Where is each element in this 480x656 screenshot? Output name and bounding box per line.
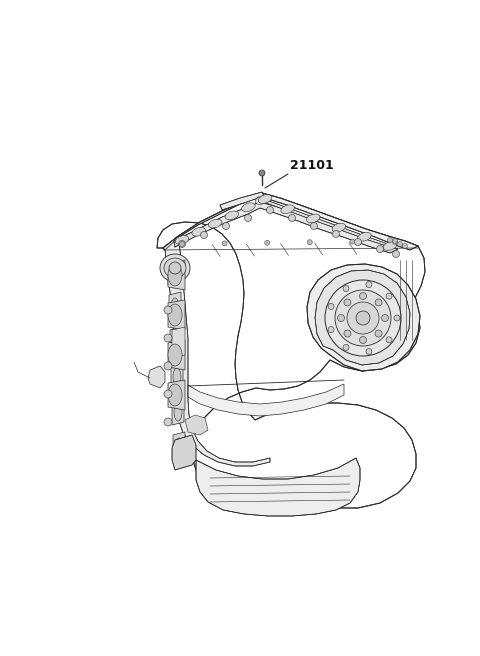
Circle shape xyxy=(335,290,391,346)
Polygon shape xyxy=(163,236,270,466)
Text: 21101: 21101 xyxy=(290,159,334,172)
Circle shape xyxy=(394,315,400,321)
Circle shape xyxy=(337,314,345,321)
Circle shape xyxy=(355,239,361,245)
Ellipse shape xyxy=(255,195,269,205)
Ellipse shape xyxy=(225,211,239,220)
Circle shape xyxy=(387,237,393,243)
Circle shape xyxy=(164,306,172,314)
Circle shape xyxy=(307,239,312,245)
Ellipse shape xyxy=(383,241,397,251)
Circle shape xyxy=(344,299,351,306)
Polygon shape xyxy=(220,192,264,210)
Circle shape xyxy=(180,241,184,247)
Circle shape xyxy=(244,215,252,222)
Circle shape xyxy=(366,281,372,287)
Ellipse shape xyxy=(171,298,179,316)
Circle shape xyxy=(343,285,349,291)
Circle shape xyxy=(393,239,397,243)
Ellipse shape xyxy=(241,203,255,212)
Ellipse shape xyxy=(174,403,182,421)
Circle shape xyxy=(288,215,296,222)
Ellipse shape xyxy=(164,258,186,278)
Circle shape xyxy=(386,337,392,343)
Circle shape xyxy=(347,302,379,334)
Polygon shape xyxy=(174,202,398,253)
Polygon shape xyxy=(172,327,185,358)
Polygon shape xyxy=(148,366,165,388)
Polygon shape xyxy=(188,384,344,416)
Circle shape xyxy=(344,330,351,337)
Circle shape xyxy=(382,314,388,321)
Ellipse shape xyxy=(173,368,181,386)
Circle shape xyxy=(386,293,392,299)
Circle shape xyxy=(350,239,355,244)
Circle shape xyxy=(393,251,399,258)
Circle shape xyxy=(376,245,384,253)
Polygon shape xyxy=(307,264,420,371)
Circle shape xyxy=(223,222,229,230)
Circle shape xyxy=(360,337,367,344)
Polygon shape xyxy=(257,197,390,247)
Circle shape xyxy=(164,362,172,370)
Circle shape xyxy=(201,232,207,239)
Ellipse shape xyxy=(306,214,320,223)
Ellipse shape xyxy=(168,344,182,366)
Polygon shape xyxy=(196,458,360,516)
Polygon shape xyxy=(173,432,185,460)
Ellipse shape xyxy=(175,438,183,456)
Polygon shape xyxy=(315,270,410,365)
Polygon shape xyxy=(171,362,183,390)
Ellipse shape xyxy=(258,195,272,203)
Polygon shape xyxy=(168,300,185,330)
Circle shape xyxy=(164,334,172,342)
Ellipse shape xyxy=(172,333,180,351)
Circle shape xyxy=(403,243,408,249)
Ellipse shape xyxy=(175,236,189,245)
Polygon shape xyxy=(157,193,425,508)
Polygon shape xyxy=(170,327,182,355)
Circle shape xyxy=(222,241,227,246)
Ellipse shape xyxy=(332,223,346,232)
Circle shape xyxy=(333,230,339,237)
Circle shape xyxy=(259,170,265,176)
Circle shape xyxy=(393,239,397,245)
Ellipse shape xyxy=(208,219,222,228)
Ellipse shape xyxy=(168,264,182,286)
Ellipse shape xyxy=(192,228,205,236)
Circle shape xyxy=(375,330,382,337)
Circle shape xyxy=(360,293,367,300)
Polygon shape xyxy=(163,193,418,250)
Circle shape xyxy=(375,299,382,306)
Polygon shape xyxy=(168,340,185,370)
Ellipse shape xyxy=(160,254,190,282)
Circle shape xyxy=(179,241,185,247)
Circle shape xyxy=(266,207,274,213)
Circle shape xyxy=(169,262,181,274)
Polygon shape xyxy=(168,380,185,410)
Circle shape xyxy=(164,418,172,426)
Ellipse shape xyxy=(281,205,294,214)
Polygon shape xyxy=(168,260,185,290)
Circle shape xyxy=(325,280,401,356)
Ellipse shape xyxy=(170,263,178,281)
Circle shape xyxy=(366,348,372,354)
Ellipse shape xyxy=(358,232,371,241)
Circle shape xyxy=(164,390,172,398)
Circle shape xyxy=(264,240,270,245)
Circle shape xyxy=(356,311,370,325)
Circle shape xyxy=(328,327,334,333)
Circle shape xyxy=(328,303,334,310)
Polygon shape xyxy=(168,257,180,285)
Polygon shape xyxy=(185,415,208,435)
Circle shape xyxy=(397,241,403,247)
Polygon shape xyxy=(172,397,184,425)
Ellipse shape xyxy=(168,304,182,326)
Polygon shape xyxy=(172,435,196,470)
Circle shape xyxy=(343,344,349,350)
Ellipse shape xyxy=(168,384,182,406)
Polygon shape xyxy=(169,292,181,320)
Circle shape xyxy=(311,222,317,230)
